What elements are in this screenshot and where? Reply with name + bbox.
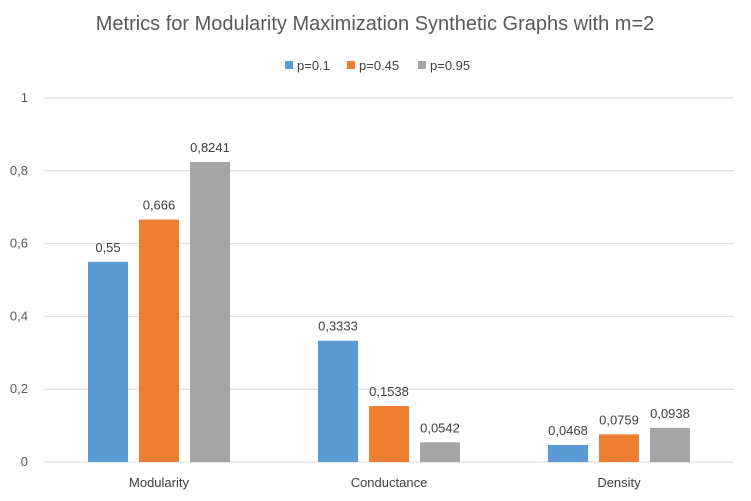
legend-label: p=0.95 bbox=[430, 58, 470, 73]
y-tick-label: 1 bbox=[21, 90, 28, 105]
bar-p=0.1-Modularity bbox=[88, 261, 128, 462]
x-category-label: Modularity bbox=[129, 475, 189, 490]
legend-swatch bbox=[418, 61, 426, 69]
x-category-label: Conductance bbox=[351, 475, 428, 490]
bar-p=0.1-Density bbox=[548, 444, 588, 462]
y-tick-label: 0,8 bbox=[10, 163, 28, 178]
y-axis-ticks: 0 0,2 0,4 0,6 0,8 1 bbox=[10, 90, 28, 469]
legend-label: p=0.45 bbox=[359, 58, 399, 73]
bar-p=0.95-Density bbox=[650, 427, 690, 462]
bars bbox=[88, 162, 690, 463]
legend-swatch bbox=[285, 61, 293, 69]
data-label: 0,8241 bbox=[190, 140, 230, 155]
bar-p=0.1-Conductance bbox=[318, 340, 358, 462]
bar-p=0.45-Modularity bbox=[139, 219, 179, 462]
y-tick-label: 0,6 bbox=[10, 236, 28, 251]
y-tick-label: 0 bbox=[21, 454, 28, 469]
y-tick-label: 0,2 bbox=[10, 381, 28, 396]
legend-swatch bbox=[347, 61, 355, 69]
data-labels: 0,55 0,666 0,8241 0,3333 0,1538 0,0542 0,0468 0… bbox=[95, 140, 690, 438]
data-label: 0,0542 bbox=[420, 420, 460, 435]
legend-label: p=0.1 bbox=[297, 58, 330, 73]
x-axis-categories: Modularity Conductance Density bbox=[129, 475, 641, 490]
bar-p=0.45-Conductance bbox=[369, 406, 409, 462]
data-label: 0,0938 bbox=[650, 406, 690, 421]
data-label: 0,0759 bbox=[599, 412, 639, 427]
legend: p=0.1 p=0.45 p=0.95 bbox=[285, 58, 470, 73]
bar-p=0.45-Density bbox=[599, 434, 639, 462]
data-label: 0,55 bbox=[95, 240, 120, 255]
x-category-label: Density bbox=[597, 475, 641, 490]
data-label: 0,0468 bbox=[548, 423, 588, 438]
data-label: 0,1538 bbox=[369, 384, 409, 399]
bar-p=0.95-Conductance bbox=[420, 442, 460, 462]
data-label: 0,3333 bbox=[318, 319, 358, 334]
chart-title: Metrics for Modularity Maximization Synt… bbox=[96, 13, 655, 35]
y-tick-label: 0,4 bbox=[10, 308, 28, 323]
bar-p=0.95-Modularity bbox=[190, 162, 230, 463]
data-label: 0,666 bbox=[143, 198, 176, 213]
